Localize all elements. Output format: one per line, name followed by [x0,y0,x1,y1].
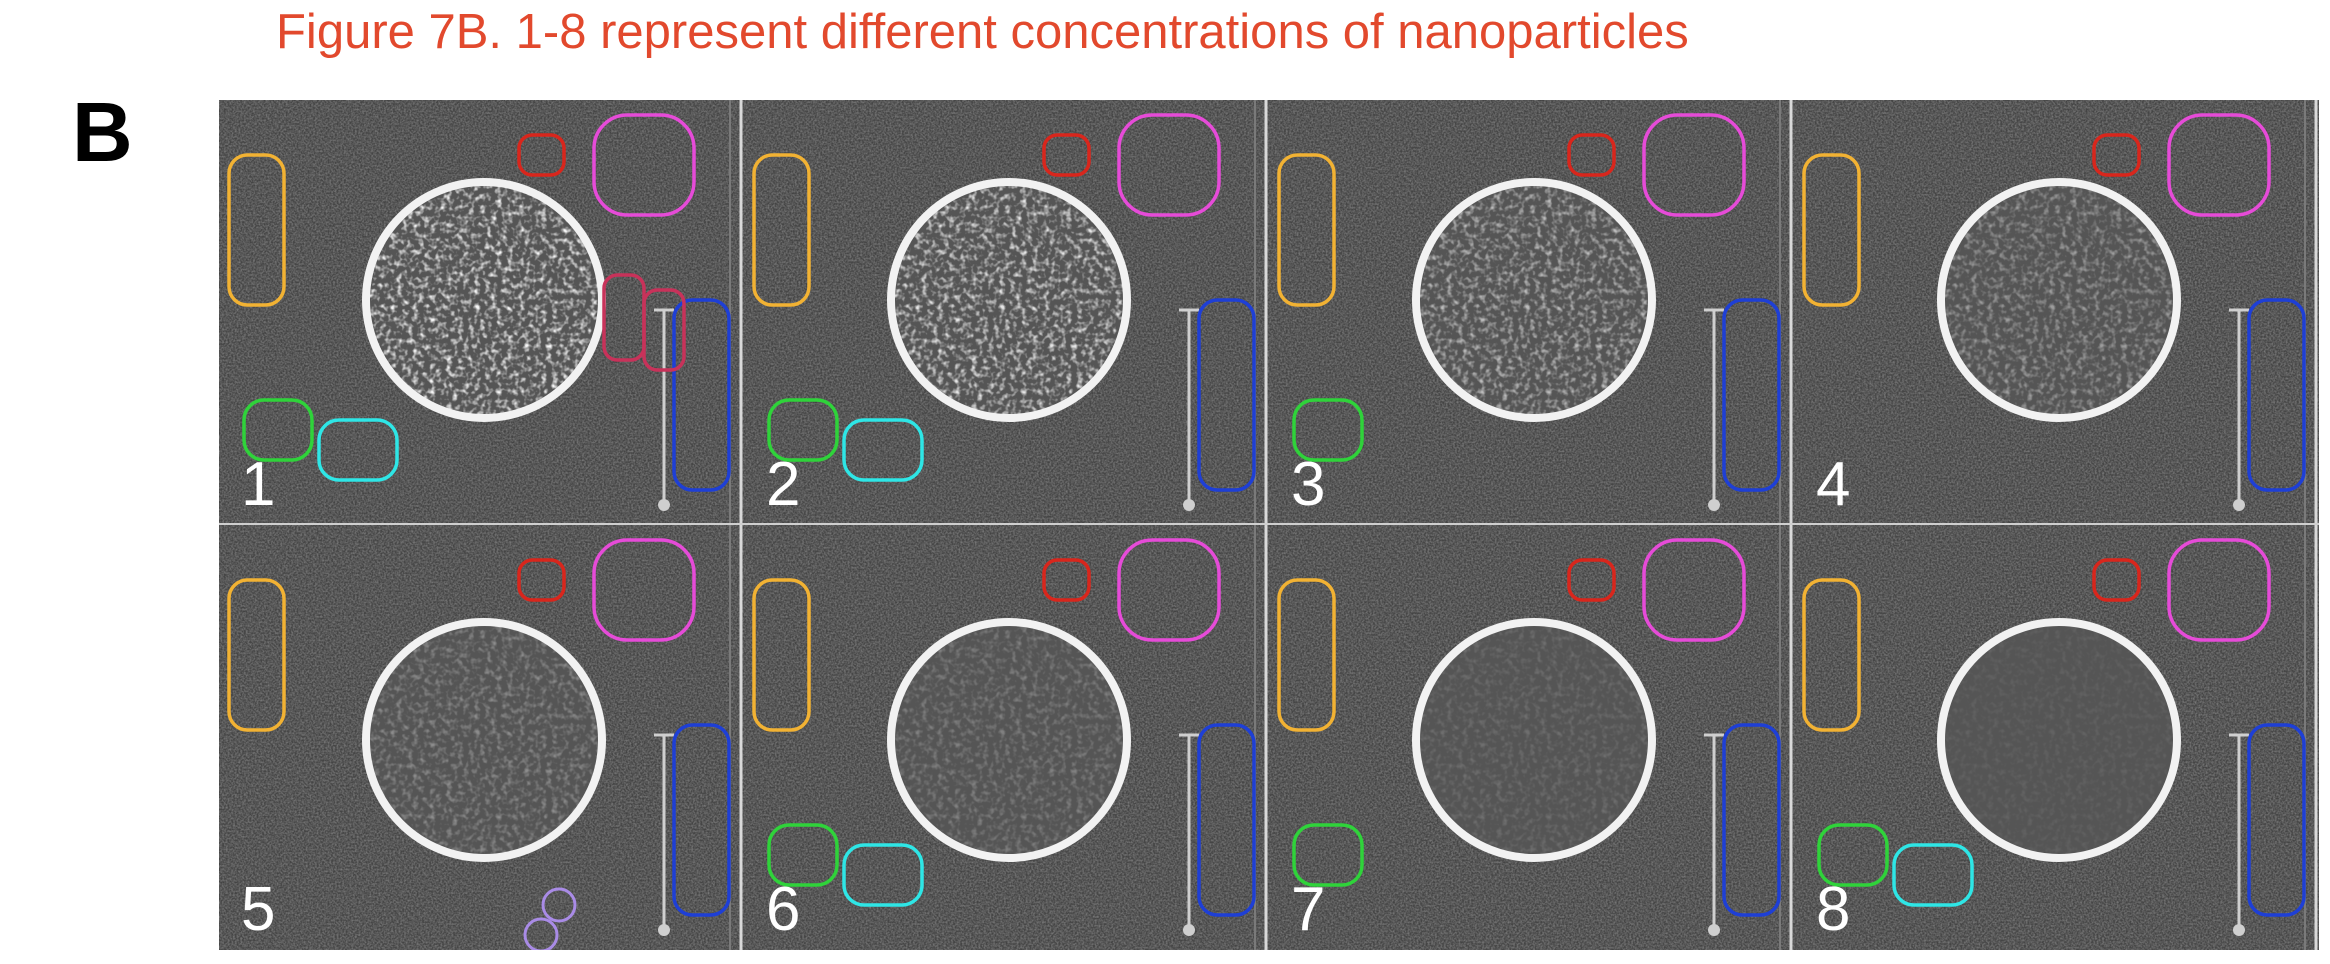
roi-orange [752,153,811,307]
roi-green [767,398,839,462]
panel-number: 4 [1816,450,1850,519]
roi-blue [672,723,731,917]
nanoparticle-contrast [1416,622,1652,858]
roi-red [2092,558,2141,602]
nanoparticle-contrast [891,182,1127,418]
roi-magenta [1642,538,1746,642]
ct-panel-7: 7 [1277,525,1793,950]
tube-base [2233,924,2245,936]
roi-red [1567,133,1616,177]
nanoparticle-contrast [1941,622,2177,858]
panel-number: 6 [766,875,800,944]
roi-lavender [541,887,577,923]
phantom-ring [1412,618,1656,862]
roi-green [1817,823,1889,887]
phantom-ring [887,618,1131,862]
tube-base [658,499,670,511]
roi-magenta [592,113,696,217]
panel-number: 2 [766,450,800,519]
tube-base [658,924,670,936]
tube-base [1183,924,1195,936]
figure-caption: Figure 7B. 1-8 represent different conce… [276,5,1689,59]
ct-panel-3: 3 [1269,100,1794,525]
roi-orange [1802,153,1861,307]
panel-number: 3 [1291,450,1325,519]
ct-panel-6: 6 [752,525,1268,950]
roi-magenta [2167,538,2271,642]
roi-lavender [523,917,559,950]
roi-orange [227,578,286,732]
roi-magenta [2167,113,2271,217]
ct-panel-4: 4 [1794,100,2319,525]
roi-red [1567,558,1616,602]
phantom-ring [887,178,1131,422]
nanoparticle-contrast [891,622,1127,858]
roi-blue [1197,298,1256,492]
panel-number: 7 [1291,875,1325,944]
roi-blue [2247,723,2306,917]
roi-red [517,558,566,602]
roi-green [767,823,839,887]
roi-green [1292,823,1364,887]
tube-base [2233,499,2245,511]
roi-cyan [842,418,924,482]
ct-image-grid: 1 2 3 4 5 6 7 8 [219,100,2319,950]
roi-crimson [642,288,686,372]
roi-orange [1802,578,1861,732]
tube-base [1708,924,1720,936]
nanoparticle-contrast [1416,182,1652,418]
panel-letter: B [72,85,133,179]
ct-panel-2: 2 [744,100,1269,525]
roi-green [242,398,314,462]
phantom-ring [1937,618,2181,862]
phantom-ring [1937,178,2181,422]
roi-magenta [1117,113,1221,217]
panel-number: 8 [1816,875,1850,944]
phantom-ring [362,618,606,862]
nanoparticle-contrast [1941,182,2177,418]
roi-blue [1197,723,1256,917]
roi-green [1292,398,1364,462]
roi-orange [752,578,811,732]
roi-red [517,133,566,177]
nanoparticle-contrast [366,182,602,418]
panel-number: 5 [241,875,275,944]
roi-orange [227,153,286,307]
panel-number: 1 [241,450,275,519]
roi-cyan [1892,843,1974,907]
phantom-ring [1412,178,1656,422]
phantom-ring [362,178,606,422]
roi-magenta [592,538,696,642]
tube-base [1708,499,1720,511]
roi-cyan [842,843,924,907]
roi-red [2092,133,2141,177]
ct-panel-5: 5 [227,525,743,950]
roi-blue [672,298,731,492]
roi-red [1042,133,1091,177]
ct-panel-1: 1 [219,100,744,525]
roi-magenta [1117,538,1221,642]
roi-cyan [317,418,399,482]
roi-blue [1722,298,1781,492]
tube-base [1183,499,1195,511]
roi-magenta [1642,113,1746,217]
roi-orange [1277,153,1336,307]
roi-red [1042,558,1091,602]
roi-orange [1277,578,1336,732]
nanoparticle-contrast [366,622,602,858]
roi-blue [1722,723,1781,917]
ct-panel-8: 8 [1802,525,2318,950]
roi-blue [2247,298,2306,492]
